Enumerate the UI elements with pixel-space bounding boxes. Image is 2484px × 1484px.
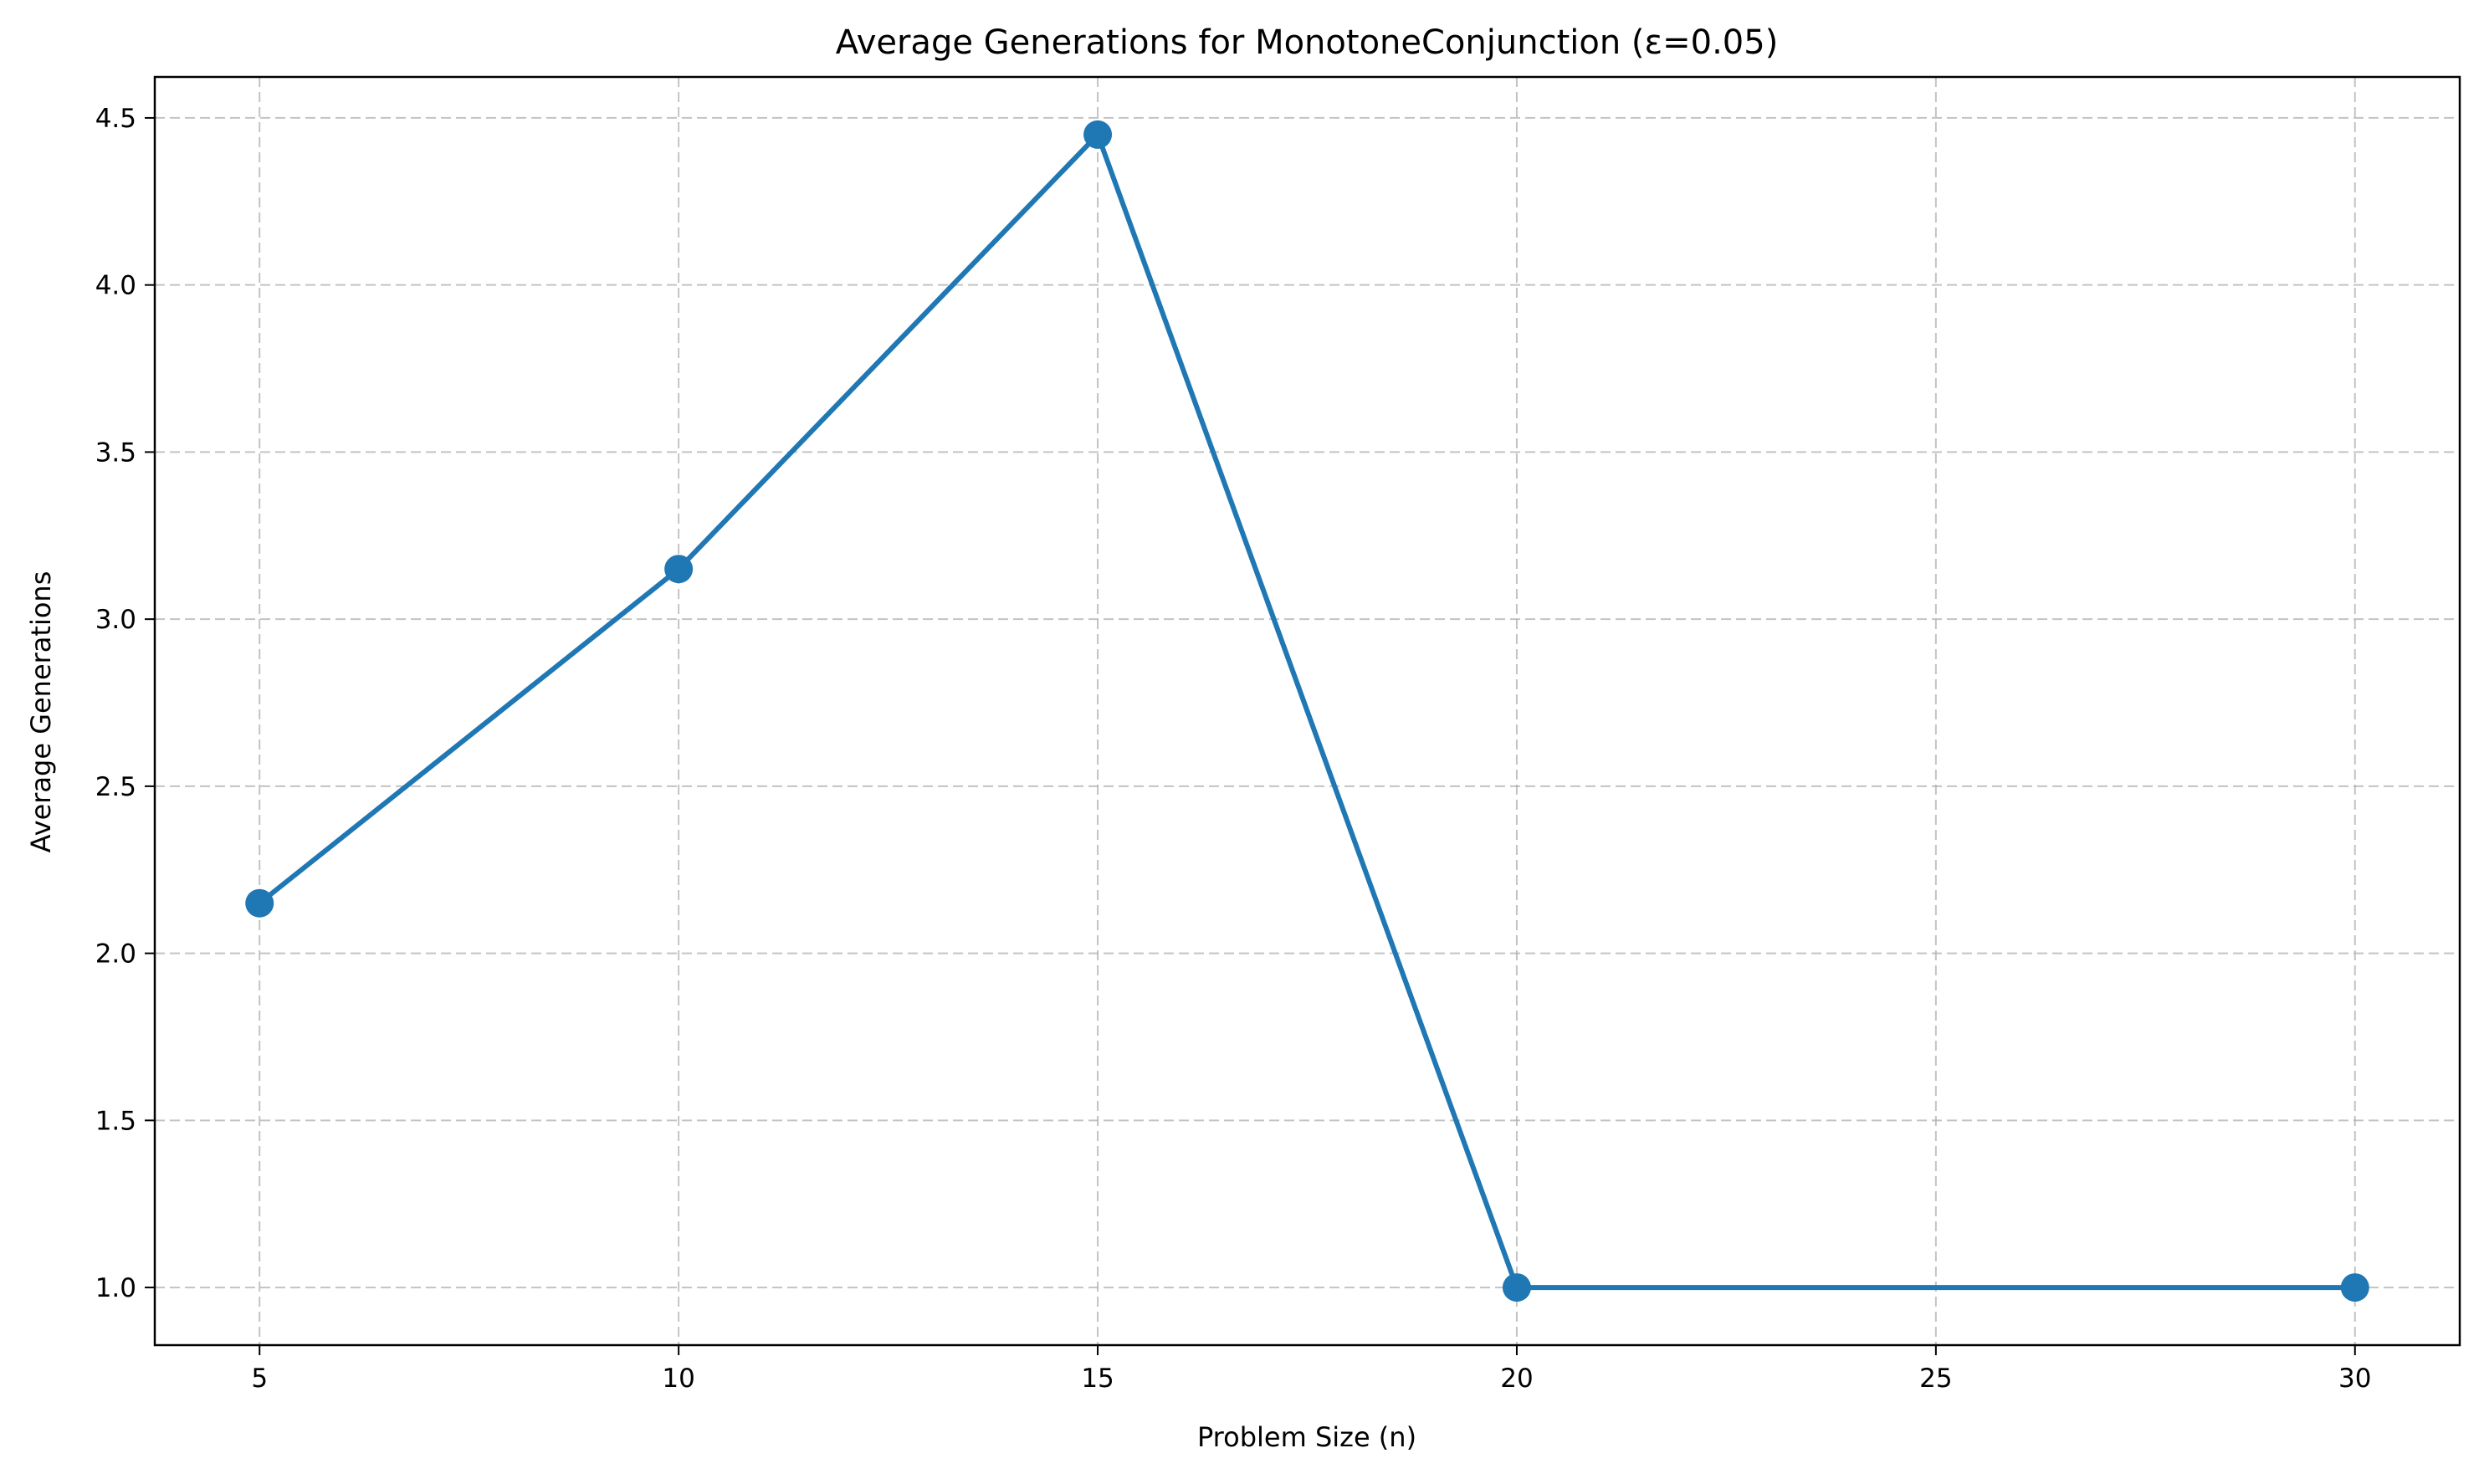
y-tick-label: 2.5 — [95, 772, 136, 802]
x-tick-label: 15 — [1081, 1364, 1114, 1394]
data-point — [664, 555, 694, 584]
x-tick-label: 5 — [251, 1364, 268, 1394]
y-tick-label: 1.5 — [95, 1106, 136, 1136]
data-point — [2340, 1273, 2369, 1302]
x-axis-label: Problem Size (n) — [1197, 1421, 1416, 1453]
series-layer — [245, 120, 2369, 1302]
axes-layer: 5 10 15 20 25 30 1.0 1.5 2.0 2.5 3.0 3.5 4.0 4.5 — [95, 75, 2461, 1394]
plot-frame — [153, 75, 2461, 1347]
data-point — [1083, 120, 1113, 149]
data-point — [1502, 1273, 1531, 1302]
y-tick-label: 1.0 — [95, 1273, 136, 1303]
x-tick-label: 20 — [1500, 1364, 1533, 1394]
chart-title: Average Generations for MonotoneConjunct… — [836, 23, 1779, 62]
y-tick-label: 4.0 — [95, 271, 136, 301]
y-tick-label: 3.5 — [95, 438, 136, 468]
x-tick-label: 30 — [2338, 1364, 2371, 1394]
y-tick-label: 4.5 — [95, 104, 136, 134]
y-axis-label: Average Generations — [25, 571, 57, 853]
grid-layer — [155, 77, 2460, 1345]
x-tick-label: 25 — [1919, 1364, 1952, 1394]
y-tick-label: 3.0 — [95, 605, 136, 635]
data-point — [245, 888, 274, 918]
y-tick-label: 2.0 — [95, 939, 136, 970]
x-tick-label: 10 — [662, 1364, 694, 1394]
